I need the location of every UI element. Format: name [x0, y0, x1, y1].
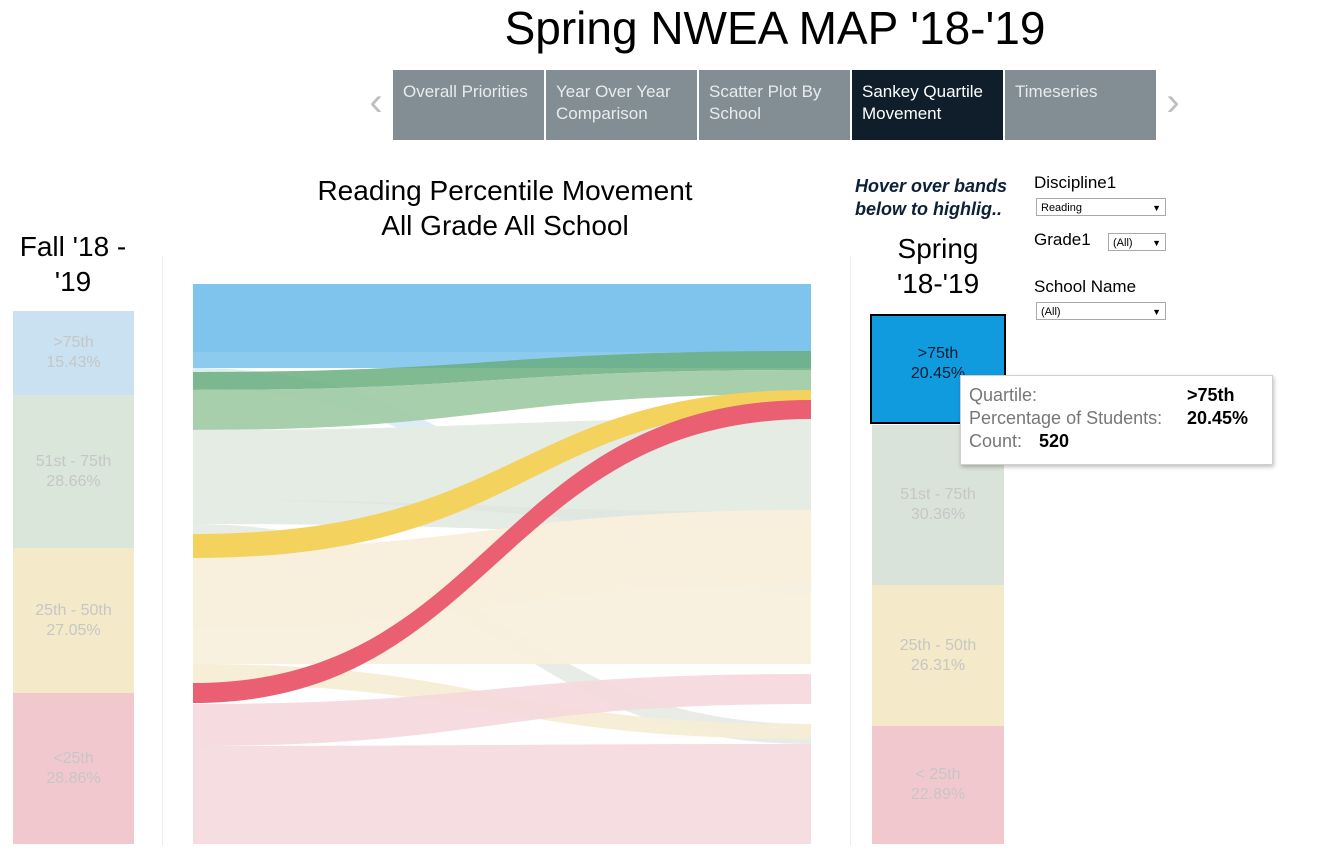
- caret-down-icon: ▼: [1152, 307, 1161, 317]
- band-gt75-gt75[interactable]: [193, 284, 811, 352]
- quartile-pct: 28.66%: [46, 472, 101, 490]
- quartile-pct: 28.86%: [46, 769, 101, 787]
- fall-quartile-lt25[interactable]: <25th 28.86%: [13, 693, 134, 844]
- divider: [850, 256, 851, 846]
- tab-timeseries[interactable]: Timeseries: [1005, 70, 1156, 140]
- tab-year-over-year[interactable]: Year Over Year Comparison: [546, 70, 697, 140]
- spring-header-line2: '18-'19: [896, 268, 980, 299]
- tooltip-quartile-value: >75th: [1187, 385, 1235, 405]
- chart-title: Reading Percentile Movement All Grade Al…: [250, 173, 760, 243]
- quartile-pct: 30.36%: [910, 506, 966, 523]
- quartile-label: < 25th: [915, 766, 961, 783]
- quartile-pct: 27.05%: [46, 621, 101, 639]
- tooltip-row-percentage: Percentage of Students: 20.45%: [969, 407, 1272, 430]
- caret-down-icon: ▼: [1152, 203, 1161, 213]
- tab-scatter-plot[interactable]: Scatter Plot By School: [699, 70, 850, 140]
- quartile-label: 51st - 75th: [35, 452, 112, 470]
- fall-header: Fall '18 - '19: [3, 229, 143, 299]
- quartile-pct: 26.31%: [910, 656, 966, 674]
- tooltip-row-count: Count: 520: [969, 430, 1272, 453]
- chart-title-line2: All Grade All School: [381, 210, 629, 241]
- grade-select[interactable]: (All) ▼: [1108, 233, 1166, 251]
- quartile-pct: 22.89%: [910, 786, 966, 803]
- band-51-75-51-75[interactable]: [193, 370, 811, 430]
- tooltip-pct-value: 20.45%: [1187, 408, 1249, 428]
- hover-hint-line2: below to highlig..: [855, 199, 1002, 219]
- quartile-label: <25th: [53, 749, 94, 767]
- discipline-select[interactable]: Reading ▼: [1036, 198, 1166, 216]
- hover-hint-line1: Hover over bands: [855, 176, 1008, 196]
- tooltip: Quartile: >75th Percentage of Students: …: [960, 375, 1273, 465]
- quartile-label: 25th - 50th: [899, 636, 977, 654]
- band-25-50-25-50-b[interactable]: [193, 584, 811, 664]
- tab-sankey-quartile[interactable]: Sankey Quartile Movement: [852, 70, 1003, 140]
- fall-quartile-51-75[interactable]: 51st - 75th 28.66%: [13, 395, 134, 548]
- spring-quartile-25-50[interactable]: 25th - 50th 26.31%: [872, 585, 1004, 726]
- band-25-50-gt75-highlight[interactable]: [193, 390, 811, 558]
- page-title: Spring NWEA MAP '18-'19: [504, 2, 1046, 54]
- fall-header-line2: '19: [54, 266, 92, 297]
- hover-hint: Hover over bands below to highlig..: [855, 175, 1035, 221]
- quartile-label: 25th - 50th: [35, 601, 112, 619]
- divider: [162, 256, 163, 846]
- spring-header-line1: Spring: [897, 233, 979, 264]
- grade-select-value: (All): [1113, 237, 1133, 249]
- quartile-label: >75th: [53, 334, 94, 351]
- tooltip-quartile-key: Quartile:: [969, 385, 1038, 405]
- tooltip-row-quartile: Quartile: >75th: [969, 384, 1272, 407]
- fall-header-line1: Fall '18 -: [19, 231, 127, 262]
- caret-down-icon: ▼: [1152, 238, 1161, 248]
- band-51-75-gt75[interactable]: [193, 351, 811, 390]
- grade-label: Grade1: [1034, 230, 1091, 249]
- chart-title-line1: Reading Percentile Movement: [317, 175, 693, 206]
- tab-bar: Overall Priorities Year Over Year Compar…: [393, 70, 1158, 140]
- discipline-label: Discipline1: [1034, 173, 1117, 192]
- tab-overall-priorities[interactable]: Overall Priorities: [393, 70, 544, 140]
- spring-header: Spring '18-'19: [868, 231, 1008, 301]
- quartile-label: >75th: [917, 345, 959, 362]
- tooltip-count-value: 520: [1039, 431, 1070, 451]
- quartile-pct: 15.43%: [46, 354, 101, 371]
- school-label: School Name: [1034, 277, 1137, 296]
- tooltip-pct-key: Percentage of Students:: [969, 408, 1163, 428]
- band-lt25-gt75-highlight[interactable]: [193, 400, 811, 703]
- spring-quartile-lt25[interactable]: < 25th 22.89%: [872, 726, 1004, 844]
- school-select[interactable]: (All) ▼: [1036, 302, 1166, 320]
- tooltip-count-key: Count:: [969, 431, 1023, 451]
- sankey-diagram: [193, 284, 811, 844]
- fall-quartile-25-50[interactable]: 25th - 50th 27.05%: [13, 548, 134, 693]
- discipline-select-value: Reading: [1041, 202, 1082, 214]
- chevron-right-icon[interactable]: ›: [1166, 80, 1180, 124]
- school-select-value: (All): [1041, 306, 1061, 318]
- band-lt25-lt25[interactable]: [193, 744, 811, 844]
- fall-quartile-gt75[interactable]: >75th 15.43%: [13, 311, 134, 395]
- chevron-left-icon[interactable]: ‹: [369, 80, 383, 124]
- quartile-pct: 20.45%: [910, 365, 966, 382]
- band-lt25-25-50[interactable]: [193, 674, 811, 746]
- quartile-label: 51st - 75th: [900, 486, 976, 503]
